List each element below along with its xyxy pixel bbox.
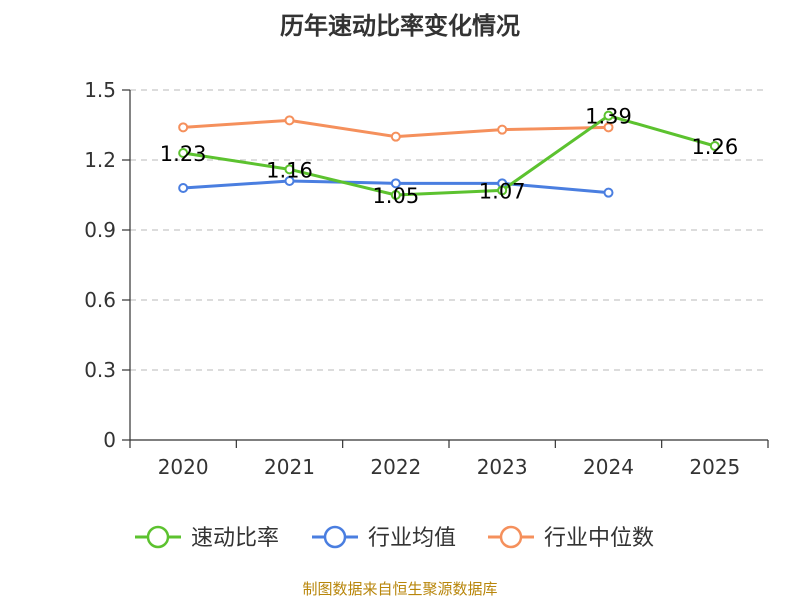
data-point (497, 185, 508, 196)
legend[interactable]: 速动比率 行业均值 行业中位数 (135, 525, 654, 551)
legend-label: 速动比率 (191, 526, 279, 551)
x-tick-label: 2025 (689, 455, 740, 479)
data-label: 1.16 (266, 158, 313, 182)
chart-title: 历年速动比率变化情况 (280, 12, 520, 40)
data-point (178, 148, 189, 158)
data-point (603, 110, 614, 121)
data-labels: 1.23 1.16 1.05 1.07 1.39 1.26 (160, 105, 738, 208)
data-point (284, 164, 295, 175)
y-tick-label: 1.5 (84, 78, 116, 102)
y-tick-label: 0.3 (84, 358, 116, 382)
grid-lines (130, 89, 768, 371)
data-point (497, 124, 508, 135)
data-label: 1.39 (585, 105, 632, 129)
data-label: 1.23 (160, 142, 207, 166)
data-label: 1.07 (479, 179, 526, 203)
data-point (284, 115, 295, 126)
data-point (390, 178, 401, 189)
legend-label: 行业均值 (368, 526, 456, 551)
axes: 0 0.3 0.6 0.9 1.2 1.5 2020 2021 2022 2023 2024 2025 (84, 78, 769, 479)
x-tick-label: 2023 (477, 455, 528, 479)
x-tick-label: 2021 (264, 455, 315, 479)
data-point (603, 122, 614, 133)
y-tick-label: 0.6 (84, 288, 116, 312)
data-point (603, 187, 614, 198)
legend-marker-icon (499, 525, 523, 549)
data-point (390, 190, 401, 200)
series-lines (178, 110, 720, 200)
y-tick-label: 0.9 (84, 218, 116, 242)
data-label: 1.05 (372, 184, 419, 208)
data-point (178, 183, 189, 193)
source-note: 制图数据来自恒生聚源数据库 (302, 580, 498, 598)
x-tick-label: 2024 (583, 455, 634, 479)
data-point (284, 176, 295, 186)
series-line-0 (182, 114, 716, 197)
data-point (709, 141, 720, 151)
y-tick-label: 0 (103, 428, 116, 452)
data-point (178, 122, 189, 133)
legend-label: 行业中位数 (544, 526, 654, 551)
legend-marker-icon (146, 525, 170, 549)
x-tick-label: 2020 (158, 455, 209, 479)
x-tick-label: 2022 (370, 455, 421, 479)
y-tick-label: 1.2 (84, 148, 116, 172)
data-label: 1.26 (691, 135, 738, 159)
legend-marker-icon (323, 525, 347, 549)
data-point (390, 131, 401, 142)
